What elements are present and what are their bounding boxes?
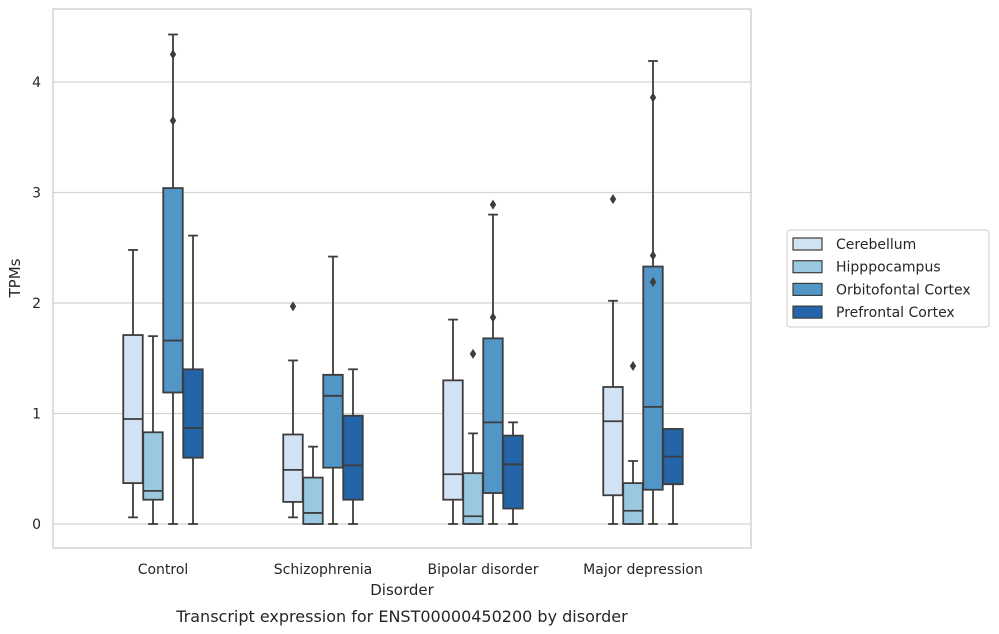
y-tick-label: 3 — [32, 186, 41, 202]
x-tick-label: Control — [138, 562, 189, 578]
legend-label: Prefrontal Cortex — [836, 305, 955, 321]
category-group — [442, 199, 524, 525]
legend-swatch — [792, 305, 823, 319]
box — [662, 428, 684, 525]
x-axis-label: Disorder — [370, 581, 434, 599]
iqr-box — [182, 368, 204, 459]
box — [122, 249, 144, 519]
box — [442, 318, 464, 525]
outlier-point — [649, 250, 657, 261]
box — [462, 348, 484, 525]
iqr-box — [642, 265, 664, 491]
box — [642, 60, 664, 525]
box — [502, 421, 524, 525]
outlier-point — [169, 49, 177, 60]
y-tick-label: 1 — [32, 407, 41, 423]
chart-caption: Transcript expression for ENST0000045020… — [175, 607, 628, 626]
iqr-box — [602, 386, 624, 497]
plot-area-frame — [52, 8, 752, 549]
iqr-box — [122, 334, 144, 485]
category-group — [122, 33, 204, 525]
outlier-point — [169, 115, 177, 126]
box — [602, 194, 624, 525]
box — [482, 199, 504, 525]
legend-swatch — [792, 282, 823, 296]
outlier-point — [489, 312, 497, 323]
legend-label: Hipppocampus — [836, 260, 941, 276]
x-tick-labels: Control Schizophrenia Bipolar disorder Majo… — [138, 562, 703, 578]
box — [302, 445, 324, 525]
box — [622, 360, 644, 525]
box — [162, 33, 184, 525]
y-tick-label: 2 — [32, 296, 41, 312]
box — [182, 234, 204, 525]
legend-label: Orbitofontal Cortex — [836, 282, 971, 298]
x-tick-label: Schizophrenia — [274, 562, 372, 578]
legend-item: Cerebellum — [792, 237, 916, 253]
iqr-box — [342, 414, 364, 501]
iqr-box — [162, 187, 184, 394]
outlier-point — [649, 277, 657, 288]
category-group — [602, 60, 684, 525]
legend-item: Prefrontal Cortex — [792, 305, 955, 321]
x-tick-label: Major depression — [583, 562, 703, 578]
outlier-point — [629, 360, 637, 371]
legend-item: Hipppocampus — [792, 260, 941, 276]
outlier-point — [469, 348, 477, 359]
iqr-box — [482, 337, 504, 494]
y-tick-label: 0 — [32, 517, 41, 533]
y-tick-label: 4 — [32, 75, 41, 91]
category-group — [282, 255, 364, 525]
y-axis-label: TPMs — [6, 258, 24, 298]
legend-frame — [786, 229, 990, 328]
iqr-box — [142, 431, 164, 501]
iqr-box — [502, 434, 524, 510]
legend-swatch — [792, 260, 823, 274]
box — [342, 368, 364, 525]
outlier-point — [289, 301, 297, 312]
outlier-point — [649, 92, 657, 103]
y-tick-labels: 0 1 2 3 4 — [32, 75, 41, 533]
box-groups — [122, 33, 684, 525]
box — [142, 335, 164, 525]
box — [282, 301, 304, 519]
legend-swatch — [792, 237, 823, 251]
iqr-box — [462, 472, 484, 525]
x-tick-label: Bipolar disorder — [427, 562, 538, 578]
legend-label: Cerebellum — [836, 237, 916, 253]
iqr-box — [622, 482, 644, 525]
outlier-point — [489, 199, 497, 210]
legend: Cerebellum Hipppocampus Orbitofontal Corte… — [786, 229, 990, 328]
box — [322, 255, 344, 525]
iqr-box — [302, 476, 324, 525]
iqr-box — [282, 433, 304, 503]
outlier-point — [609, 194, 617, 205]
iqr-box — [442, 379, 464, 501]
legend-item: Orbitofontal Cortex — [792, 282, 971, 298]
iqr-box — [322, 373, 344, 469]
